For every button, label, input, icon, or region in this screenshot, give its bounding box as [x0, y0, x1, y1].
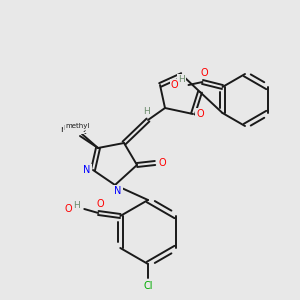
- Text: N: N: [83, 165, 91, 175]
- Text: H: H: [73, 200, 80, 209]
- Text: methyl: methyl: [64, 124, 90, 133]
- Text: H: H: [142, 106, 149, 116]
- Text: O: O: [97, 199, 104, 209]
- Text: O: O: [196, 109, 204, 119]
- Text: N: N: [114, 186, 122, 196]
- Text: methyl: methyl: [66, 123, 90, 129]
- Text: O: O: [171, 80, 178, 90]
- Text: O: O: [158, 158, 166, 168]
- Text: methyl: methyl: [60, 124, 92, 134]
- Text: H: H: [178, 74, 185, 83]
- Text: Cl: Cl: [143, 281, 153, 291]
- Text: O: O: [64, 204, 72, 214]
- Text: O: O: [201, 68, 208, 78]
